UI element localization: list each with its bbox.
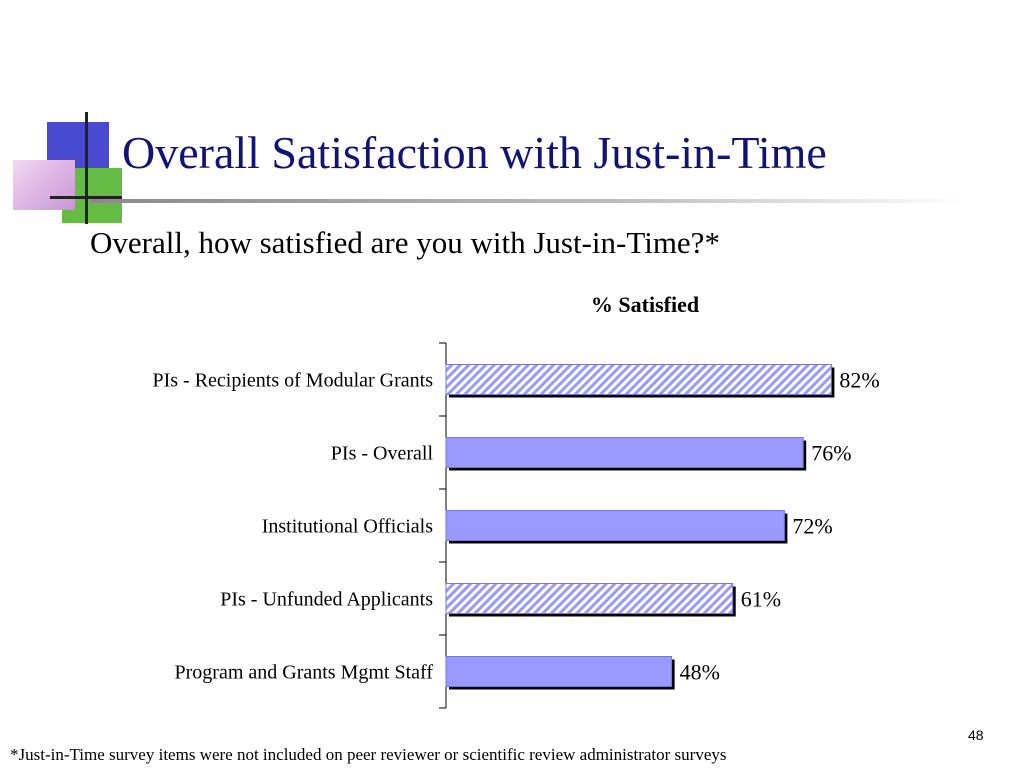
- value-label: 48%: [680, 660, 720, 685]
- series-label: % Satisfied: [590, 292, 700, 317]
- slide-title: Overall Satisfaction with Just-in-Time: [122, 127, 827, 178]
- decor-pink-square: [13, 160, 75, 210]
- bar: [445, 656, 673, 687]
- value-label: 76%: [811, 441, 851, 466]
- bar: [445, 437, 804, 468]
- bar: [445, 510, 785, 541]
- value-label: 61%: [741, 587, 781, 612]
- bar: [445, 583, 734, 614]
- slide-number: 48: [968, 727, 984, 743]
- survey-question: Overall, how satisfied are you with Just…: [90, 225, 720, 260]
- category-label: PIs - Recipients of Modular Grants: [152, 370, 433, 392]
- bar: [445, 364, 832, 395]
- category-label: PIs - Overall: [331, 443, 434, 465]
- decor-vertical-line: [85, 112, 88, 224]
- footnote: *Just-in-Time survey items were not incl…: [10, 745, 727, 764]
- category-label: Program and Grants Mgmt Staff: [175, 662, 434, 684]
- category-label: Institutional Officials: [262, 516, 433, 538]
- title-underline: [90, 199, 970, 203]
- value-label: 82%: [839, 368, 879, 393]
- decor-horizontal-line: [50, 196, 122, 199]
- category-label: PIs - Unfunded Applicants: [220, 589, 433, 611]
- value-label: 72%: [792, 514, 832, 539]
